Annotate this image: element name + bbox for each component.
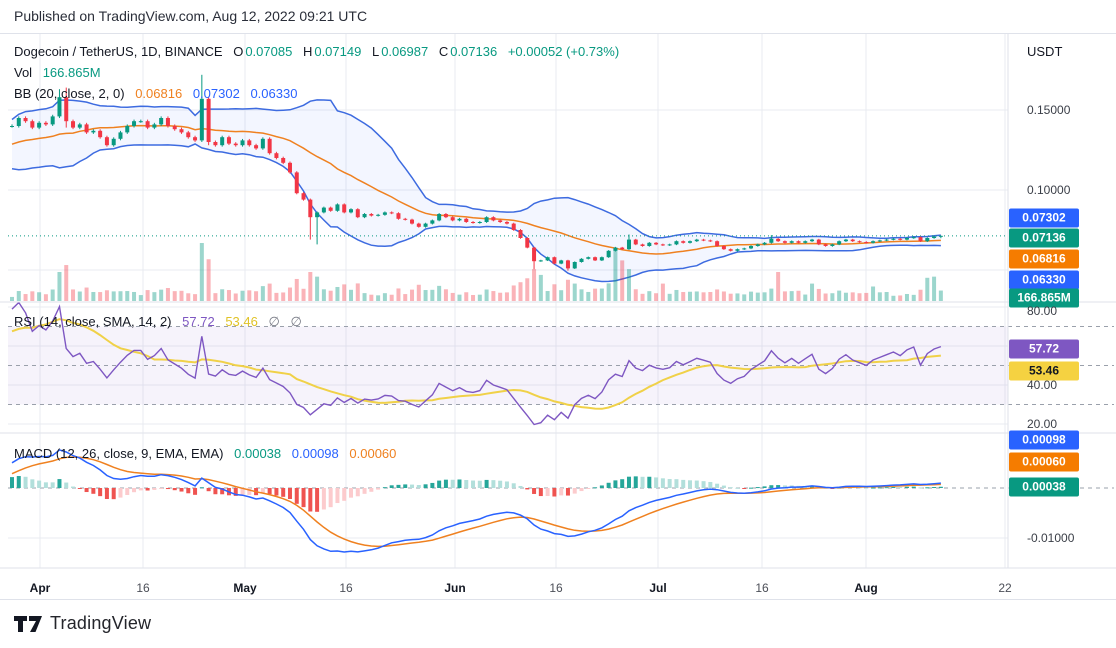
time-axis-label: Aug [854, 581, 878, 595]
open-value: 0.07085 [245, 44, 293, 59]
rsi-empty-glyph: ∅ [268, 314, 280, 329]
close-value: 0.07136 [450, 44, 498, 59]
macd-hist-value: 0.00038 [234, 446, 282, 461]
tradingview-logo[interactable]: TradingView [14, 613, 151, 634]
footer-bar: TradingView [0, 600, 1116, 648]
change-value: +0.00052 (+0.73%) [507, 44, 620, 59]
time-axis-label: 16 [755, 581, 769, 595]
time-axis-label: 16 [136, 581, 150, 595]
price-axis-tick: 80.00 [1027, 304, 1058, 318]
time-axis-label: 16 [549, 581, 563, 595]
time-axis-label: May [233, 581, 257, 595]
bb-lower-value: 0.06330 [250, 86, 298, 101]
high-label: H [302, 44, 313, 59]
volume-label: Vol [14, 65, 33, 80]
price-axis-tick: 0.10000 [1027, 183, 1071, 197]
time-axis-label: Jun [444, 581, 466, 595]
rsi-empty-glyph: ∅ [290, 314, 302, 329]
price-axis-badge: 0.00098 [1009, 430, 1079, 450]
published-info-text: Published on TradingView.com, Aug 12, 20… [14, 8, 368, 24]
rsi-legend-row: RSI (14, close, SMA, 14, 2) 57.72 53.46 … [14, 314, 304, 330]
time-axis-label: Apr [29, 581, 51, 595]
volume-value: 166.865M [42, 65, 101, 80]
tradingview-logo-icon [14, 615, 42, 632]
high-value: 0.07149 [314, 44, 362, 59]
symbol-legend-row: Dogecoin / TetherUS, 1D, BINANCE O 0.0708… [14, 44, 621, 59]
open-label: O [233, 44, 244, 59]
candlestick-chart-canvas[interactable] [0, 33, 1116, 600]
price-axis-badge: 53.46 [1009, 361, 1079, 381]
price-axis-tick: -0.01000 [1027, 531, 1075, 545]
price-axis-badge: 0.00038 [1009, 477, 1079, 497]
macd-label: MACD (12, 26, close, 9, EMA, EMA) [14, 446, 224, 461]
price-axis-badge: 0.06330 [1009, 270, 1079, 290]
rsi-label: RSI (14, close, SMA, 14, 2) [14, 314, 172, 329]
low-label: L [371, 44, 380, 59]
price-axis-badge: 0.06816 [1009, 249, 1079, 269]
rsi-value: 57.72 [182, 314, 215, 329]
rsi-sma-value: 53.46 [225, 314, 258, 329]
price-axis-tick: 0.15000 [1027, 103, 1071, 117]
low-value: 0.06987 [381, 44, 429, 59]
volume-legend-row: Vol 166.865M [14, 65, 103, 80]
price-axis-tick: 40.00 [1027, 378, 1058, 392]
time-axis-label: 16 [339, 581, 353, 595]
bb-label: BB (20, close, 2, 0) [14, 86, 125, 101]
price-axis-badge: 57.72 [1009, 339, 1079, 359]
price-axis-badge: 0.00060 [1009, 452, 1079, 472]
macd-signal-value: 0.00060 [349, 446, 397, 461]
bb-basis-value: 0.06816 [135, 86, 183, 101]
bb-upper-value: 0.07302 [192, 86, 240, 101]
price-axis-currency: USDT [1027, 44, 1063, 59]
macd-line-value: 0.00098 [291, 446, 339, 461]
price-axis-tick: 20.00 [1027, 417, 1058, 431]
price-axis-badge: 0.07302 [1009, 208, 1079, 228]
symbol-title: Dogecoin / TetherUS, 1D, BINANCE [14, 44, 223, 59]
time-axis-label: 22 [998, 581, 1012, 595]
bb-legend-row: BB (20, close, 2, 0) 0.06816 0.07302 0.0… [14, 86, 299, 101]
price-axis-badge: 166.865M [1009, 288, 1079, 308]
time-axis-label: Jul [649, 581, 667, 595]
tradingview-logo-text: TradingView [50, 613, 152, 633]
price-axis-badge: 0.07136 [1009, 228, 1079, 248]
close-label: C [438, 44, 449, 59]
chart-area[interactable]: Dogecoin / TetherUS, 1D, BINANCE O 0.0708… [0, 33, 1116, 600]
publish-header: Published on TradingView.com, Aug 12, 20… [0, 0, 1116, 33]
macd-legend-row: MACD (12, 26, close, 9, EMA, EMA) 0.0003… [14, 446, 398, 461]
